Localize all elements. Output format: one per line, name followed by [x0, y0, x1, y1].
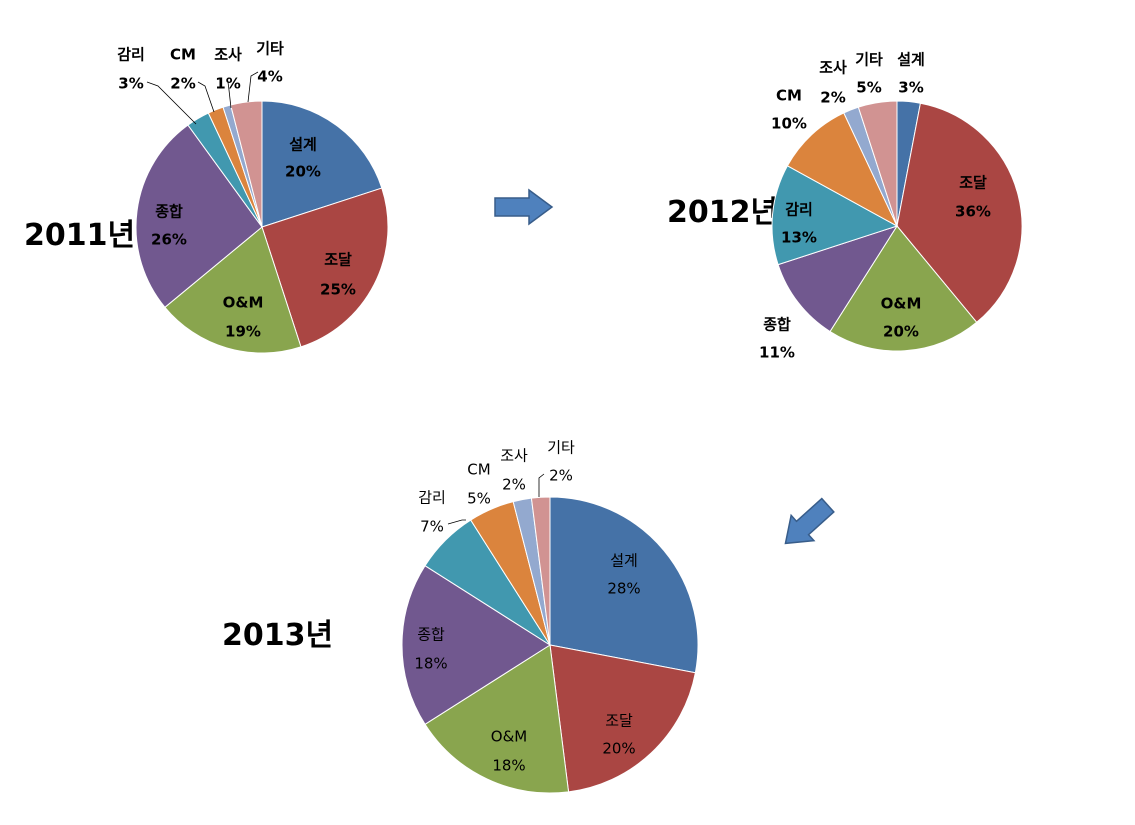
pie-chart-2: 설계 3% 조달 36% O&M 20% 종합 11% 감리 13% CM 10% 조사 2% 기타 5% — [759, 51, 1023, 362]
slice-label-2-6: CM — [776, 87, 802, 105]
slice-percent-1-6: 2% — [170, 75, 195, 93]
slice-percent-1-5: 3% — [118, 75, 143, 93]
slice-percent-3-5: 7% — [420, 518, 444, 536]
pie-slice-2-4 — [777, 225, 899, 333]
slice-label-2-1: 설계 — [897, 51, 925, 69]
slice-percent-3-1: 28% — [607, 580, 640, 598]
pie-slice-2-2 — [896, 102, 1023, 324]
slice-label-3-4: 종합 — [417, 626, 445, 644]
slice-percent-2-5: 13% — [781, 229, 817, 247]
year-label-2011: 2011년 — [24, 218, 136, 253]
slice-label-3-6: CM — [467, 461, 490, 479]
slice-label-1-1: 설계 — [289, 136, 317, 154]
slice-percent-3-8: 2% — [549, 467, 573, 485]
pie-chart-3: 설계 28% 조달 20% O&M 18% 종합 18% 감리 7% CM 5% 조사 2% 기타 2% — [401, 439, 699, 794]
slice-percent-2-1: 3% — [898, 79, 923, 97]
right-arrow-icon — [494, 188, 554, 226]
slice-label-1-3: O&M — [223, 294, 264, 312]
down-left-arrow-icon — [784, 497, 835, 545]
pie-slice-3-2 — [549, 644, 696, 793]
leader-line-3-8 — [538, 473, 545, 497]
slice-label-3-8: 기타 — [547, 439, 575, 457]
slice-percent-1-4: 26% — [151, 231, 187, 249]
slice-label-1-6: CM — [170, 46, 196, 64]
slice-percent-2-2: 36% — [955, 203, 991, 221]
year-label-2012: 2012년 — [667, 195, 779, 230]
slice-percent-2-8: 5% — [856, 79, 881, 97]
pie-slice-3-3 — [424, 644, 570, 794]
leader-line-1-7 — [227, 81, 232, 109]
slice-label-3-5: 감리 — [418, 489, 446, 507]
pie-slice-2-8 — [857, 100, 898, 227]
pie-slice-3-4 — [401, 565, 551, 725]
slice-label-2-2: 조달 — [959, 174, 987, 192]
pie-slice-1-3 — [164, 226, 302, 354]
slice-label-1-8: 기타 — [256, 40, 284, 58]
pie-slice-2-5 — [771, 165, 899, 266]
slice-percent-3-2: 20% — [602, 740, 635, 758]
pie-slice-1-2 — [261, 187, 389, 348]
year-label-2013: 2013년 — [222, 618, 334, 653]
leader-line-1-8 — [247, 71, 259, 103]
slice-percent-1-8: 4% — [257, 68, 282, 86]
slice-label-2-7: 조사 — [819, 59, 847, 77]
pie-slice-3-1 — [549, 496, 699, 674]
slice-label-3-3: O&M — [491, 728, 527, 746]
slice-percent-2-4: 11% — [759, 344, 795, 362]
slice-percent-2-3: 20% — [883, 323, 919, 341]
leader-line-1-6 — [197, 81, 215, 113]
slice-percent-3-6: 5% — [467, 490, 491, 508]
slice-label-2-5: 감리 — [785, 201, 813, 219]
pie-slice-3-8 — [530, 496, 551, 646]
slice-label-3-7: 조사 — [500, 447, 528, 465]
slice-percent-1-2: 25% — [320, 281, 356, 299]
slice-percent-1-3: 19% — [225, 323, 261, 341]
pie-slice-1-1 — [261, 100, 383, 228]
slice-label-2-8: 기타 — [855, 51, 883, 69]
slice-label-3-2: 조달 — [605, 712, 633, 730]
pie-slice-1-4 — [135, 124, 263, 309]
slice-label-1-5: 감리 — [117, 46, 145, 64]
slice-percent-2-7: 2% — [820, 89, 845, 107]
slice-label-2-4: 종합 — [763, 316, 791, 334]
leader-line-1-5 — [146, 81, 197, 125]
slice-percent-1-1: 20% — [285, 163, 321, 181]
slice-percent-3-3: 18% — [492, 757, 525, 775]
slice-percent-2-6: 10% — [771, 115, 807, 133]
slice-label-1-4: 종합 — [155, 203, 183, 221]
pie-slice-2-3 — [829, 225, 978, 352]
slice-label-1-2: 조달 — [324, 251, 352, 269]
slice-label-3-1: 설계 — [610, 552, 638, 570]
leader-line-3-5 — [447, 519, 466, 525]
slice-percent-3-7: 2% — [502, 476, 526, 494]
pie-slice-2-6 — [786, 112, 899, 228]
slice-label-2-3: O&M — [881, 295, 922, 313]
slice-label-1-7: 조사 — [214, 46, 242, 64]
slice-percent-3-4: 18% — [414, 655, 447, 673]
